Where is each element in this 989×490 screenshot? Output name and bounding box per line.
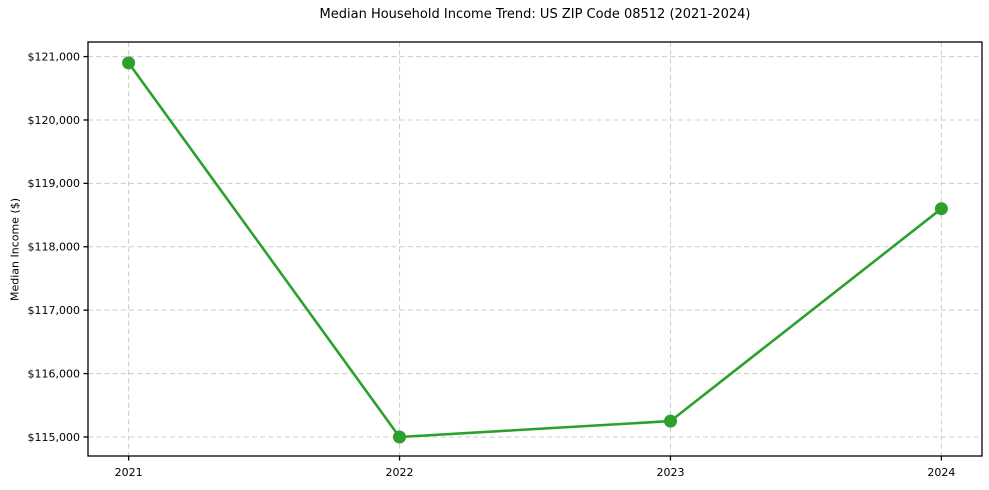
x-tick-label: 2024 bbox=[927, 466, 955, 479]
x-tick-label: 2023 bbox=[656, 466, 684, 479]
trend-line bbox=[127, 61, 943, 439]
data-point-marker bbox=[664, 414, 677, 428]
y-tick-label: $116,000 bbox=[28, 367, 81, 380]
x-tick-label: 2021 bbox=[115, 466, 143, 479]
y-tick-label: $120,000 bbox=[28, 114, 81, 127]
plot-border bbox=[87, 41, 983, 457]
chart-title: Median Household Income Trend: US ZIP Co… bbox=[319, 7, 751, 22]
y-tick-label: $115,000 bbox=[28, 431, 81, 444]
data-point-marker bbox=[393, 430, 406, 444]
x-tick-label: 2022 bbox=[386, 466, 414, 479]
y-tick-label: $117,000 bbox=[28, 304, 81, 317]
y-tick-label: $118,000 bbox=[28, 241, 81, 254]
plot-background bbox=[88, 42, 982, 456]
y-tick-label: $121,000 bbox=[28, 50, 81, 63]
data-point-marker bbox=[934, 202, 948, 216]
data-point-marker bbox=[122, 56, 136, 70]
y-tick-label: $119,000 bbox=[28, 177, 81, 190]
